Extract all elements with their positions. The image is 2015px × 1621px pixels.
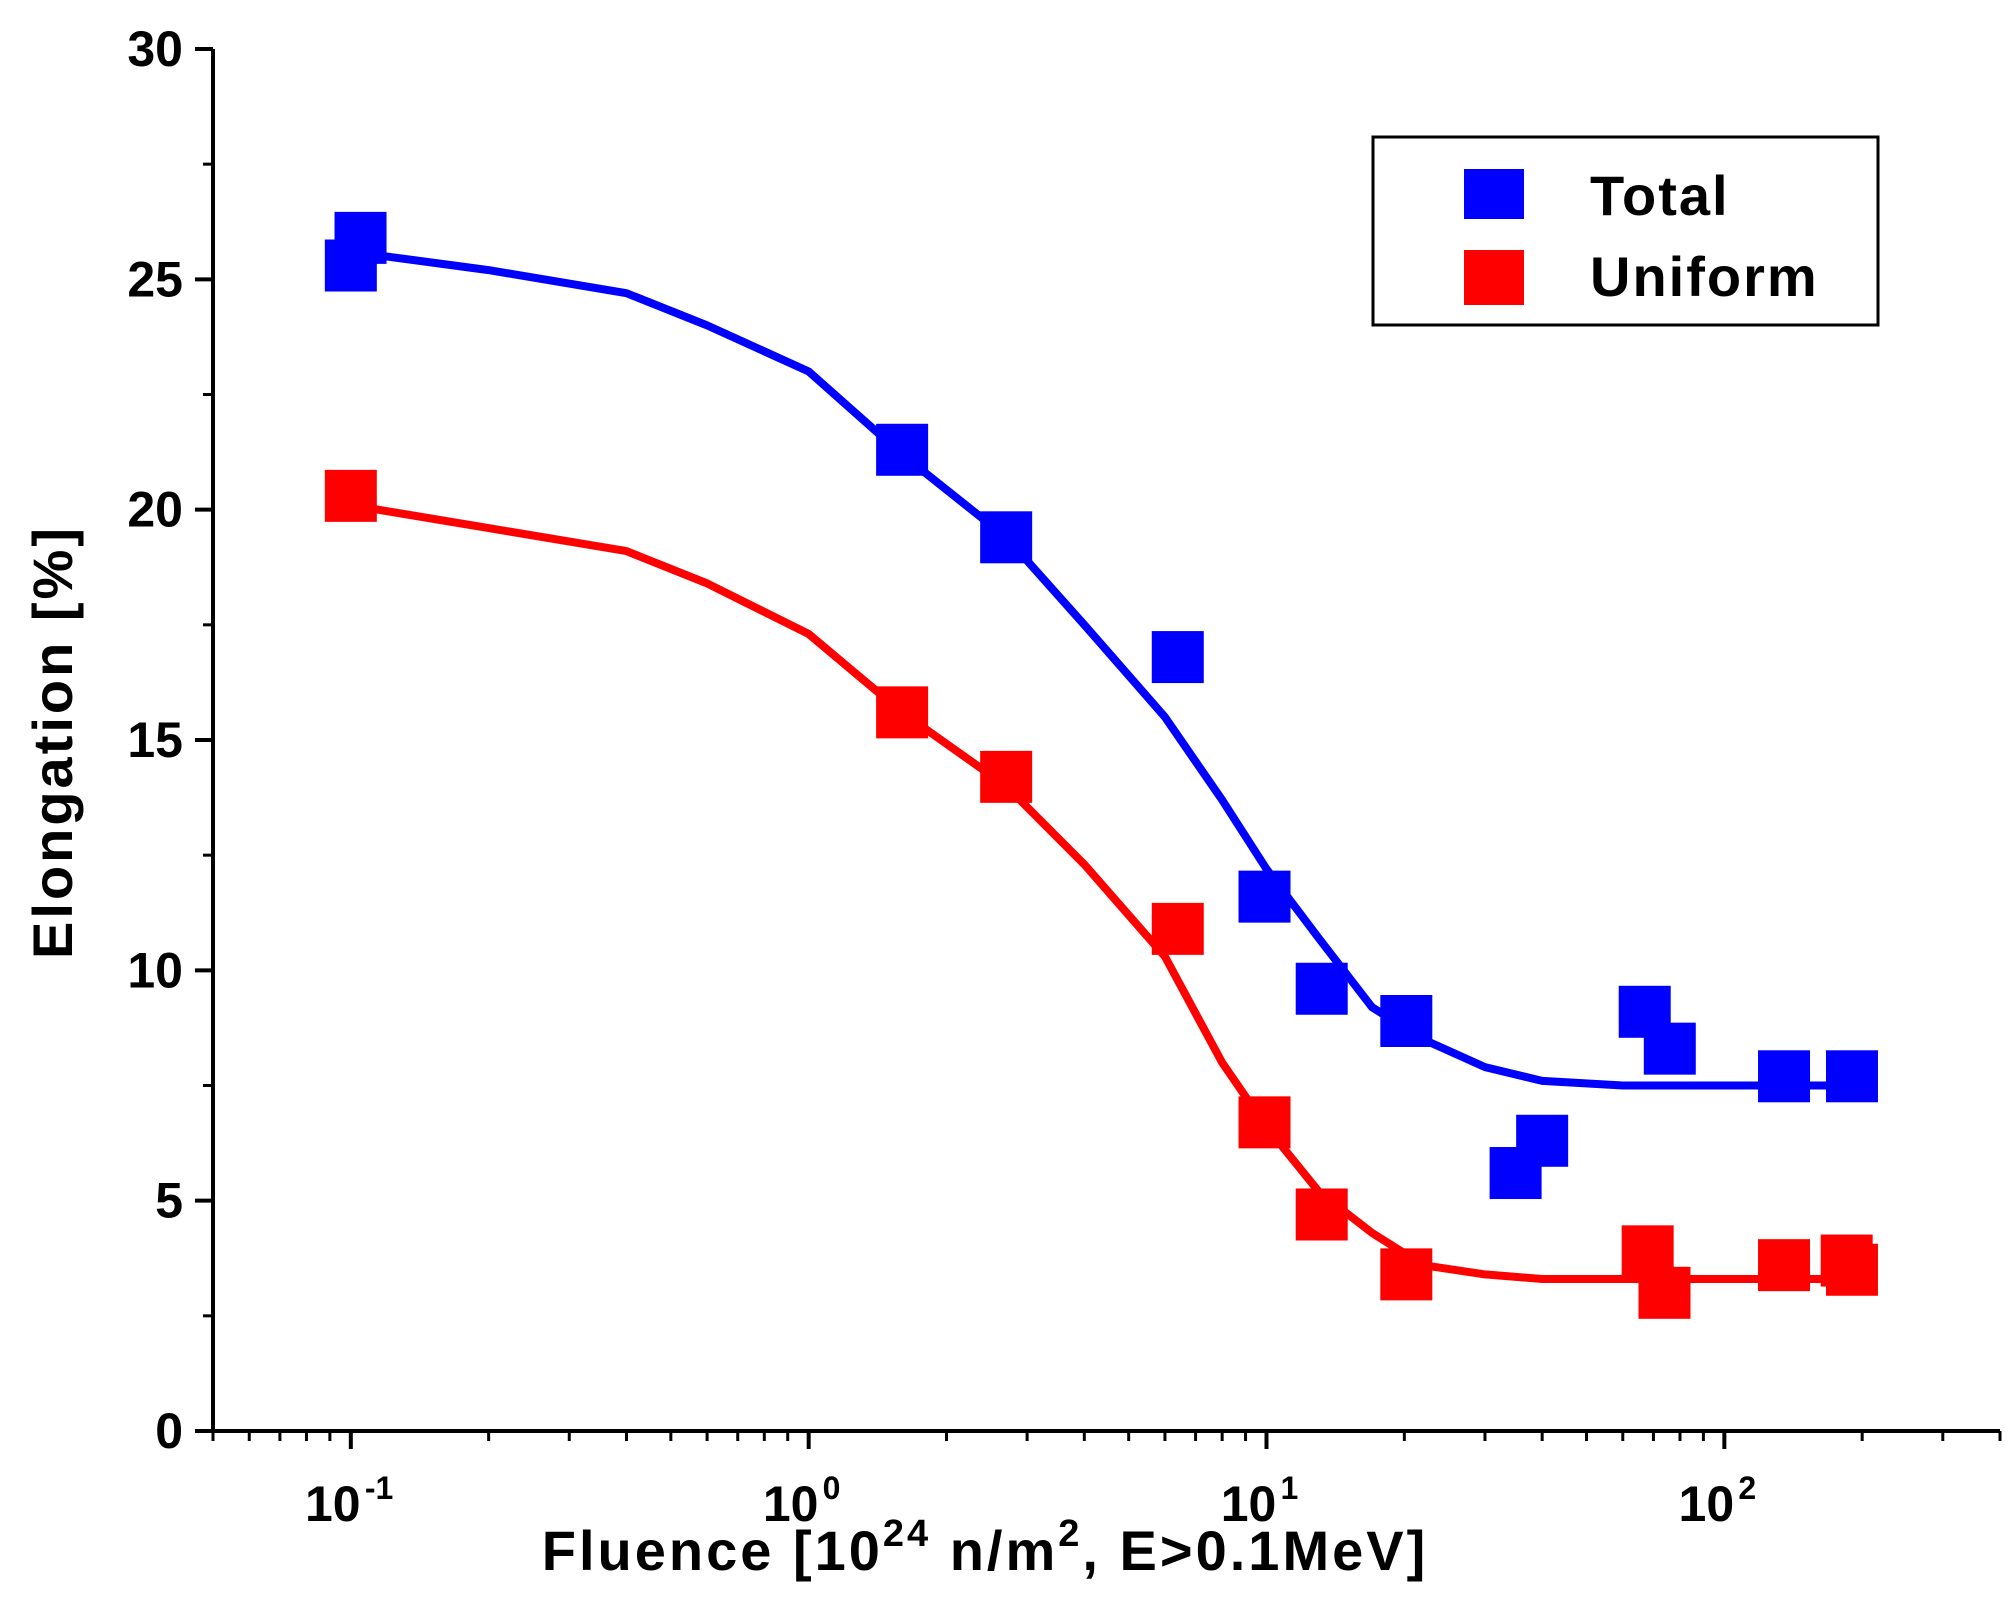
x-tick-label: 10	[1221, 1476, 1277, 1532]
data-point-total	[876, 423, 929, 476]
legend-marker-uniform	[1464, 250, 1524, 305]
data-point-total	[1238, 870, 1291, 923]
data-points	[324, 211, 1878, 1319]
x-tick-label: 10	[763, 1476, 819, 1532]
x-axis-title: Fluence [1024 n/m2, E>0.1MeV]	[542, 1513, 1428, 1582]
data-point-uniform	[1825, 1243, 1878, 1296]
data-point-total	[1758, 1050, 1811, 1103]
legend-label-uniform: Uniform	[1590, 245, 1819, 308]
axes	[195, 47, 2002, 1449]
legend-label-total: Total	[1590, 164, 1730, 227]
y-tick-label: 0	[155, 1403, 183, 1459]
x-tick-exponent: -1	[365, 1470, 393, 1506]
data-point-uniform	[980, 750, 1033, 803]
x-tick-exponent: 2	[1738, 1470, 1756, 1506]
data-point-total	[980, 511, 1033, 564]
data-point-total	[1295, 962, 1348, 1015]
data-point-total	[1516, 1114, 1569, 1167]
y-tick-label: 30	[127, 21, 183, 77]
data-point-uniform	[1758, 1239, 1811, 1292]
x-tick-exponent: 0	[823, 1470, 841, 1506]
legend-box	[1371, 135, 1880, 327]
data-point-uniform	[1380, 1248, 1433, 1301]
y-tick-label: 5	[155, 1173, 183, 1229]
data-point-uniform	[1295, 1188, 1348, 1241]
fit-lines	[346, 247, 1867, 1283]
data-point-uniform	[876, 686, 929, 739]
x-tick-label: 10	[1679, 1476, 1735, 1532]
y-axis-title: Elongation [%]	[21, 525, 84, 959]
data-point-uniform	[1238, 1096, 1291, 1149]
data-point-total	[334, 211, 387, 264]
data-point-total	[1151, 631, 1204, 684]
x-tick-exponent: 1	[1281, 1470, 1299, 1506]
data-point-uniform	[324, 469, 377, 522]
data-point-uniform	[1151, 902, 1204, 955]
y-tick-label: 20	[127, 482, 183, 538]
y-tick-label: 25	[127, 251, 183, 307]
data-point-total	[1380, 995, 1433, 1048]
fit-line-total	[346, 247, 1867, 1090]
y-tick-label: 10	[127, 942, 183, 998]
legend-marker-total	[1464, 169, 1524, 219]
data-point-total	[1643, 1022, 1696, 1075]
data-point-total	[1825, 1050, 1878, 1103]
x-tick-label: 10	[305, 1476, 361, 1532]
legend: Total Uniform	[1371, 135, 1880, 327]
y-tick-label: 15	[127, 712, 183, 768]
data-point-uniform	[1638, 1266, 1691, 1319]
fit-line-uniform	[346, 501, 1867, 1283]
